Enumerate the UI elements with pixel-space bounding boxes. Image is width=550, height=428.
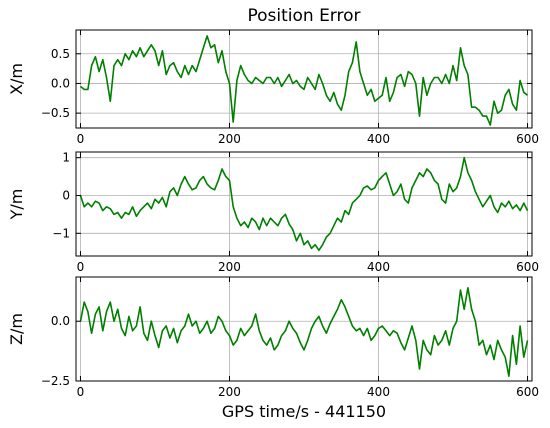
- panel-3-ytick-label-0: 0.0: [51, 314, 70, 328]
- panel-2-xtick-label-0: 0: [77, 260, 85, 274]
- panel-2-xtick-label-2: 400: [367, 260, 390, 274]
- panel-1-series-line: [79, 35, 528, 126]
- panel-3-xtick-label-3: 600: [516, 385, 539, 399]
- panel-2-ytick-label-1: 0: [62, 188, 70, 202]
- panel-1-frame: [75, 29, 533, 129]
- panel-1-ytick-label-1: 0.0: [51, 76, 70, 90]
- panel-3-xtick-label-2: 400: [367, 385, 390, 399]
- panel-1-ylabel: X/m: [7, 63, 26, 95]
- panel-2-xtick-label-1: 200: [218, 260, 241, 274]
- panel-3-xtick-label-0: 0: [77, 385, 85, 399]
- panel-3-ylabel: Z/m: [7, 313, 26, 345]
- panel-2-frame: [75, 151, 533, 257]
- panel-3-ytick-label-1: −2.5: [41, 374, 70, 388]
- panel-1-xtick-label-0: 0: [77, 132, 85, 146]
- panel-3-frame: [75, 276, 533, 382]
- panel-2-ytick-label-2: −1: [52, 226, 70, 240]
- panel-1-ytick-label-2: −0.5: [41, 106, 70, 120]
- panel-3-series-line: [79, 287, 529, 377]
- panel-2-series-line: [79, 156, 529, 252]
- panel-2-xtick-label-3: 600: [516, 260, 539, 274]
- panel-1-xtick-label-1: 200: [218, 132, 241, 146]
- panel-2-ytick-label-0: 1: [62, 151, 70, 165]
- panel-1-xtick-label-3: 600: [516, 132, 539, 146]
- chart-xlabel: GPS time/s - 441150: [222, 402, 386, 421]
- panel-1-ytick-label-0: 0.5: [51, 47, 70, 61]
- panel-2-ylabel: Y/m: [7, 189, 26, 221]
- panel-1-xtick-label-2: 400: [367, 132, 390, 146]
- panel-3-xtick-label-1: 200: [218, 385, 241, 399]
- chart-title: Position Error: [247, 6, 360, 26]
